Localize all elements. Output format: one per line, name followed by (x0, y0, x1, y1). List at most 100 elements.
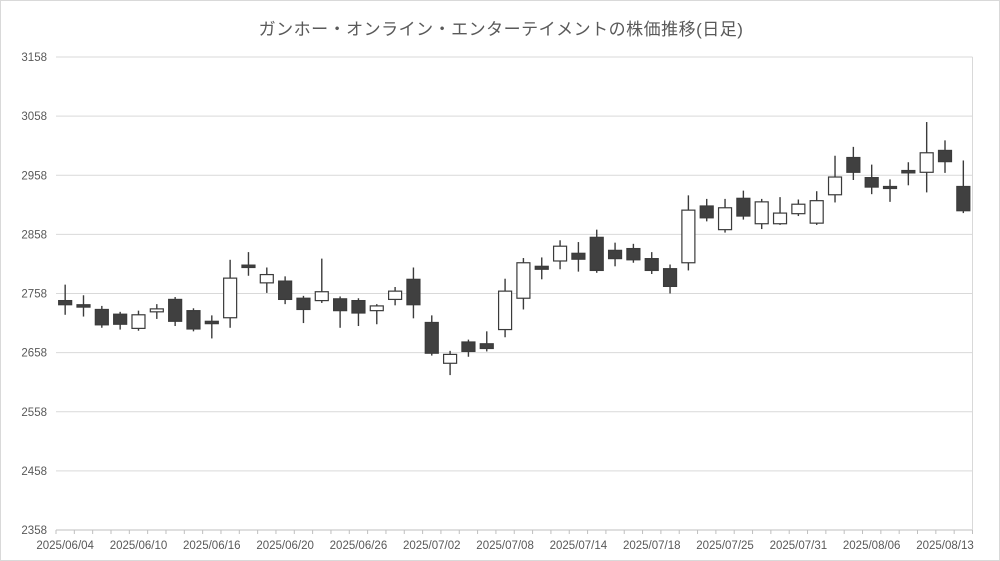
candle-body-up (809, 200, 824, 224)
candle-2025/06/11 (149, 304, 164, 319)
candle-2025/07/31 (791, 199, 806, 217)
y-axis-label: 2758 (21, 289, 47, 301)
candle-2025/06/27 (369, 304, 384, 325)
candle-body-down (956, 185, 971, 212)
candle-2025/07/15 (589, 229, 604, 273)
candle-2025/06/17 (223, 259, 238, 328)
candle-body-down (186, 310, 201, 330)
candle-2025/07/09 (516, 258, 531, 310)
y-axis-label: 2558 (21, 407, 47, 419)
candle-2025/08/12 (919, 122, 934, 193)
candle-body-down (846, 156, 861, 173)
candle-2025/08/07 (882, 179, 898, 202)
candle-body-down (479, 343, 494, 350)
candle-body-down (461, 341, 476, 353)
candle-body-down (589, 236, 604, 272)
x-axis-label: 2025/06/16 (183, 540, 241, 552)
candle-2025/06/19 (259, 267, 274, 293)
candle-2025/06/24 (314, 258, 329, 303)
y-axis-label: 3158 (21, 52, 47, 64)
candle-2025/08/05 (846, 146, 861, 180)
candle-body-down (607, 249, 623, 260)
x-axis-label: 2025/08/13 (916, 540, 974, 552)
x-axis-label: 2025/06/10 (110, 540, 168, 552)
candle-2025/07/08 (497, 278, 513, 338)
candle-2025/08/13 (937, 140, 953, 173)
candle-2025/07/29 (754, 198, 769, 230)
candle-2025/06/04 (58, 284, 73, 315)
x-axis-label: 2025/07/08 (476, 540, 534, 552)
candle-2025/07/11 (552, 240, 568, 270)
candle-body-down (882, 185, 898, 190)
candle-2025/07/07 (479, 331, 494, 352)
candle-body-down (113, 313, 128, 325)
y-axis-label: 2858 (21, 229, 47, 241)
candle-2025/06/09 (113, 311, 128, 330)
candle-body-down (168, 298, 183, 322)
y-axis-label: 2358 (21, 525, 47, 537)
x-axis-label: 2025/06/04 (36, 540, 94, 552)
candle-2025/07/28 (736, 190, 751, 220)
y-axis-label: 2958 (21, 170, 47, 182)
candle-body-up (919, 152, 934, 173)
candle-body-down (736, 197, 751, 217)
candle-body-up (259, 273, 274, 284)
candle-body-up (516, 262, 531, 299)
candle-2025/06/05 (76, 295, 91, 317)
candle-body-up (772, 212, 788, 225)
candle-2025/06/26 (351, 298, 366, 327)
candle-2025/07/30 (772, 197, 788, 225)
candle-body-up (754, 201, 769, 225)
candle-body-down (626, 247, 641, 261)
candle-2025/06/13 (186, 308, 201, 332)
candle-body-up (149, 308, 164, 313)
candle-2025/07/23 (681, 195, 696, 271)
candle-2025/07/25 (717, 198, 733, 233)
candle-2025/07/03 (442, 350, 458, 376)
candle-body-down (901, 169, 916, 174)
candle-body-down (571, 252, 586, 260)
candle-2025/06/10 (131, 310, 146, 331)
candle-2025/07/16 (607, 242, 623, 267)
x-axis-label: 2025/06/26 (330, 540, 388, 552)
candle-body-down (424, 321, 439, 354)
candle-2025/08/04 (827, 155, 843, 203)
candle-body-up (717, 207, 733, 231)
candle-body-down (296, 297, 311, 311)
candle-2025/06/12 (168, 297, 183, 327)
candle-2025/07/17 (626, 243, 641, 263)
candle-body-up (314, 291, 329, 302)
candle-2025/06/20 (278, 276, 293, 305)
candle-2025/07/24 (699, 198, 714, 222)
candle-body-up (552, 245, 568, 262)
candle-2025/07/14 (571, 242, 586, 272)
candle-2025/07/04 (461, 339, 476, 357)
candle-2025/08/06 (864, 164, 879, 195)
candle-body-up (442, 353, 458, 364)
candle-body-up (388, 290, 403, 301)
candle-body-down (864, 177, 879, 188)
candle-body-up (791, 203, 806, 215)
x-axis-label: 2025/07/25 (696, 540, 754, 552)
candle-2025/06/30 (388, 286, 403, 306)
candle-body-down (351, 299, 366, 314)
candle-body-down (333, 298, 348, 312)
candle-2025/08/01 (809, 191, 824, 225)
x-axis-label: 2025/07/14 (550, 540, 608, 552)
candle-2025/06/16 (204, 315, 219, 339)
candle-2025/07/01 (406, 267, 421, 319)
candle-2025/06/18 (241, 252, 256, 276)
candle-body-down (76, 304, 91, 308)
candle-body-down (662, 268, 678, 288)
candle-body-down (937, 149, 953, 163)
candle-body-up (369, 305, 384, 312)
candle-2025/07/22 (662, 264, 678, 294)
candle-2025/07/02 (424, 315, 439, 356)
candle-body-up (131, 314, 146, 329)
chart-title: ガンホー・オンライン・エンターテイメントの株価推移(日足) (258, 20, 744, 39)
candle-2025/06/06 (94, 305, 109, 328)
candle-2025/08/08 (901, 162, 916, 186)
candle-body-down (204, 320, 219, 325)
candle-body-down (241, 264, 256, 269)
